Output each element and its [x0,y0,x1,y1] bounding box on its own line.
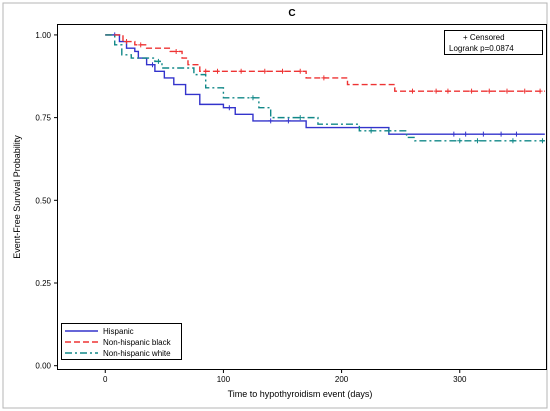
legend-label-non-hispanic-black: Non-hispanic black [103,338,172,347]
censored-mark [474,138,480,144]
censored-mark [445,88,451,94]
y-tick-label: 0.00 [35,362,51,371]
censored-mark [386,128,392,134]
y-tick-label: 1.00 [35,31,51,40]
censored-mark [409,88,415,94]
survival-line-non-hispanic-black [105,34,545,92]
info-box: + Censored Logrank p=0.0874 [444,30,543,55]
legend-label-hispanic: Hispanic [103,327,134,336]
censored-mark [297,68,303,74]
y-axis-label: Event-Free Survival Probability [12,135,22,259]
censored-mark [433,88,439,94]
censored-mark [539,138,545,144]
censored-mark [250,95,256,101]
series-non-hispanic-black [105,34,545,94]
censored-mark [498,131,504,137]
survival-line-hispanic [105,34,545,135]
censored-mark [150,62,156,68]
censored-mark [504,88,510,94]
chart-title: C [288,8,295,19]
censored-mark [280,68,286,74]
censored-mark [173,48,179,54]
censored-mark [155,58,161,64]
logrank-label: Logrank p=0.0874 [449,44,514,53]
y-tick-label: 0.50 [35,196,51,205]
censored-mark [469,88,475,94]
censored-mark [268,118,274,124]
censored-mark [124,39,130,45]
censored-mark [215,68,221,74]
x-tick-label: 300 [453,375,467,384]
series-non-hispanic-white [105,34,545,144]
censored-mark [513,131,519,137]
censored-mark [138,42,144,48]
censored-mark [262,68,268,74]
x-axis: 0 100 200 300 [103,369,467,384]
censored-mark [203,68,209,74]
censored-mark [457,138,463,144]
legend-label-non-hispanic-white: Non-hispanic white [103,349,171,358]
x-axis-label: Time to hypothyroidism event (days) [228,389,373,399]
censored-mark [368,128,374,134]
censored-label: + Censored [463,33,505,42]
censored-mark [451,131,457,137]
y-axis: 0.00 0.25 0.50 0.75 1.00 [35,31,58,371]
x-tick-label: 0 [103,375,108,384]
censored-mark [463,131,469,137]
censored-mark [522,88,528,94]
series-layer [105,32,545,144]
censored-mark [480,131,486,137]
series-hispanic [105,32,545,137]
censored-mark [226,105,232,111]
y-tick-label: 0.25 [35,279,51,288]
x-tick-label: 100 [217,375,231,384]
censored-mark [285,118,291,124]
censored-mark [297,115,303,121]
censored-mark [321,75,327,81]
censored-mark [537,88,543,94]
x-tick-label: 200 [335,375,349,384]
legend: Hispanic Non-hispanic black Non-hispanic w… [61,323,182,360]
y-tick-label: 0.75 [35,114,51,123]
plot-area [57,24,547,370]
censored-mark [486,88,492,94]
info-box-frame [444,30,543,55]
censored-mark [238,68,244,74]
censored-mark [510,138,516,144]
